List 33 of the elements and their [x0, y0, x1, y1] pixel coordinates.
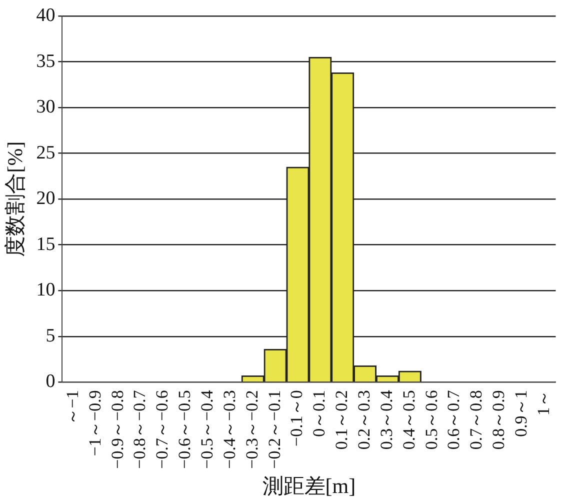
x-axis-title: 測距差[m] [262, 474, 356, 498]
x-tick-label: 0.6～0.7 [444, 390, 464, 450]
x-tick-label: −0.5～−0.4 [197, 390, 216, 469]
x-tick-label: −0.4～−0.3 [220, 390, 239, 469]
x-tick-label: −0.3～−0.2 [242, 390, 262, 469]
x-tick-label: 1～ [534, 390, 553, 416]
x-tick-label: 0.7～0.8 [466, 390, 486, 450]
x-tick-label: −1～−0.9 [85, 390, 104, 456]
x-tick-label: 0.2～0.3 [354, 390, 374, 450]
y-tick-label: 5 [46, 325, 56, 346]
x-tick-label: −0.7～−0.6 [152, 390, 172, 469]
x-tick-label: −0.1～0 [287, 390, 306, 446]
x-tick-label: 0.4～0.5 [399, 390, 418, 450]
x-tick-label: 0.9～1 [512, 390, 531, 437]
x-tick-label: 0.8～0.9 [489, 390, 508, 450]
y-tick-label: 10 [36, 280, 56, 301]
y-tick-label: 30 [36, 96, 56, 118]
x-tick-label: −0.6～−0.5 [175, 390, 194, 469]
y-tick-label: 35 [36, 50, 56, 72]
x-tick-label: −0.2～−0.1 [264, 390, 284, 469]
x-tick-label: 0～0.1 [310, 390, 329, 437]
y-axis-title: 度数割合[%] [3, 141, 28, 257]
x-tick-label: ～−1 [62, 390, 82, 426]
y-tick-label: 15 [36, 234, 56, 255]
y-tick-label: 40 [36, 4, 56, 26]
x-tick-label: −0.9～−0.8 [108, 390, 127, 469]
x-tick-label: 0.1～0.2 [332, 390, 352, 450]
x-tick-label: 0.5～0.6 [422, 390, 441, 450]
y-tick-label: 20 [36, 188, 56, 210]
x-tick-label: −0.8～−0.7 [130, 390, 150, 469]
x-tick-label: 0.3～0.4 [376, 390, 396, 450]
y-tick-label: 25 [36, 142, 56, 164]
y-tick-label: 0 [46, 371, 56, 392]
